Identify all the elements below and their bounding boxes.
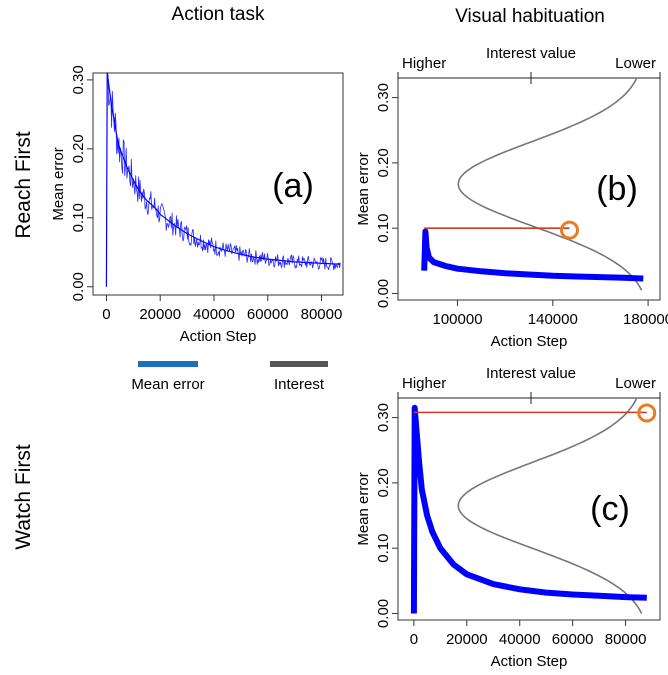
- legend: Mean error Interest: [131, 361, 328, 393]
- y-tick-label: 0.10: [375, 534, 392, 563]
- y-axis-label: Mean error: [50, 147, 67, 220]
- top-axis-lower-label: Lower: [615, 375, 656, 392]
- x-tick-label: 0: [102, 306, 110, 323]
- header-action-task: Action task: [172, 4, 265, 25]
- panel-letter: (a): [272, 167, 314, 205]
- interest-curve: [457, 77, 643, 291]
- chart-panel-c: 0 20000 40000 60000 80000 0.00 0.10 0.20 0.30 Act…: [355, 365, 661, 670]
- top-axis-lower-label: Lower: [615, 55, 656, 72]
- y-axis-label: Mean error: [355, 152, 372, 225]
- x-tick-label: 60000: [247, 306, 289, 323]
- habituation-marker: [637, 403, 657, 423]
- legend-label-interest: Interest: [274, 376, 325, 393]
- x-tick-label: 140000: [528, 311, 578, 328]
- habituation-marker: [559, 220, 579, 240]
- mean-error-line: [421, 228, 644, 282]
- y-tick-label: 0.20: [375, 148, 392, 177]
- y-tick-label: 0.20: [70, 134, 87, 163]
- y-tick-label: 0.20: [375, 468, 392, 497]
- chart-panel-a: 0 20000 40000 60000 80000 0.00 0.10 0.20 0.30 Act…: [50, 65, 344, 345]
- x-tick-label: 60000: [552, 631, 594, 648]
- row-label-reach-first: Reach First: [12, 131, 35, 239]
- y-axis-label: Mean error: [355, 472, 372, 545]
- y-tick-label: 0.10: [70, 203, 87, 232]
- x-tick-label: 20000: [446, 631, 488, 648]
- x-tick-label: 0: [410, 631, 418, 648]
- legend-swatch-mean-error: [138, 361, 198, 367]
- y-tick-label: 0.10: [375, 214, 392, 243]
- x-tick-label: 20000: [139, 306, 181, 323]
- top-axis-higher-label: Higher: [402, 55, 446, 72]
- x-tick-label: 100000: [433, 311, 483, 328]
- panel-letter: (b): [596, 170, 638, 208]
- y-tick-label: 0.30: [70, 65, 87, 94]
- legend-swatch-interest: [270, 361, 328, 367]
- top-axis-higher-label: Higher: [402, 375, 446, 392]
- mean-error-noise: [106, 73, 341, 271]
- x-axis-label: Action Step: [180, 328, 257, 345]
- x-axis-label: Action Step: [491, 653, 568, 670]
- top-axis-title: Interest value: [486, 45, 576, 62]
- y-tick-label: 0.30: [375, 83, 392, 112]
- x-tick-label: 40000: [193, 306, 235, 323]
- panel-letter: (c): [590, 490, 630, 528]
- y-tick-label: 0.00: [375, 599, 392, 628]
- header-visual-habituation: Visual habituation: [455, 6, 605, 27]
- x-axis-label: Action Step: [491, 333, 568, 350]
- legend-label-mean-error: Mean error: [131, 376, 204, 393]
- y-tick-label: 0.00: [375, 279, 392, 308]
- x-tick-label: 40000: [499, 631, 541, 648]
- mean-error-line: [410, 404, 647, 614]
- y-tick-label: 0.00: [70, 272, 87, 301]
- x-tick-label: 80000: [605, 631, 647, 648]
- x-tick-label: 80000: [301, 306, 343, 323]
- top-axis-title: Interest value: [486, 365, 576, 382]
- interest-curve: [457, 397, 643, 614]
- y-tick-label: 0.30: [375, 403, 392, 432]
- plot-frame-a: [92, 72, 344, 296]
- row-label-watch-first: Watch First: [12, 444, 35, 550]
